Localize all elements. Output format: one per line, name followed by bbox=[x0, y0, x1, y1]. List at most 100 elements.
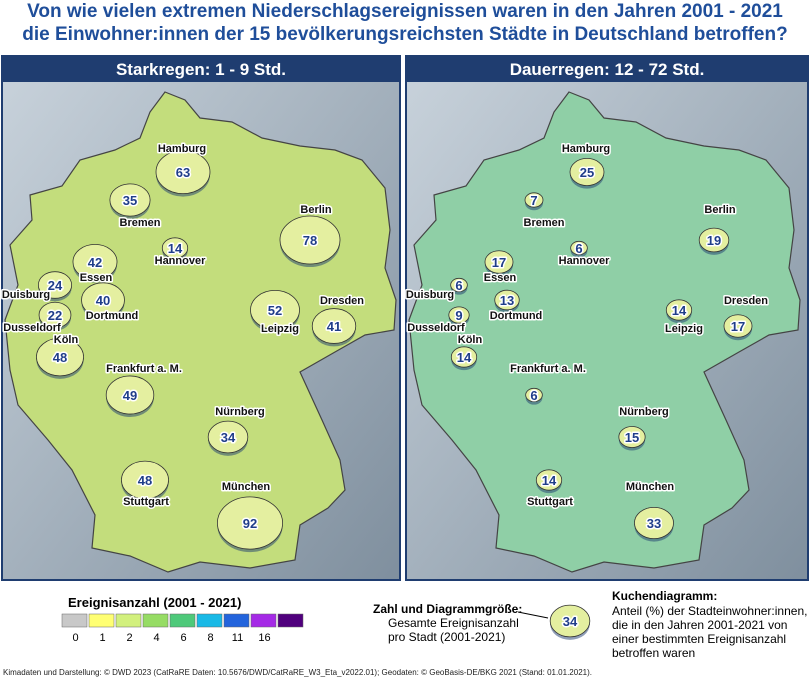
pie-text: die in den Jahren 2001-2021 von bbox=[612, 618, 787, 632]
city-count: 49 bbox=[123, 388, 137, 403]
city-count: 24 bbox=[48, 278, 63, 293]
city-count: 35 bbox=[123, 193, 137, 208]
pie-text: einer bestimmten Ereignisanzahl bbox=[612, 632, 786, 646]
city-pie bbox=[161, 237, 189, 259]
city-pie bbox=[618, 426, 646, 448]
legend-tick-label: 6 bbox=[180, 632, 186, 644]
legend-tick-label: 1 bbox=[99, 632, 105, 644]
city-count: 40 bbox=[96, 293, 110, 308]
city-name: Hannover bbox=[559, 255, 610, 267]
city-pie bbox=[36, 337, 84, 377]
legend-tick-label: 8 bbox=[207, 632, 213, 644]
legend-swatch bbox=[169, 613, 196, 628]
city-pie bbox=[450, 346, 478, 368]
city-pie bbox=[207, 420, 249, 454]
city-name: Hannover bbox=[155, 255, 206, 267]
city-name: Frankfurt a. M. bbox=[510, 363, 586, 375]
city-name: Berlin bbox=[300, 204, 331, 216]
example-count: 34 bbox=[563, 614, 578, 629]
city-count: 9 bbox=[455, 308, 462, 323]
title-line: die Einwohner:innen der 15 bevölkerungsr… bbox=[22, 24, 787, 45]
city-pie bbox=[535, 469, 563, 491]
city-pie bbox=[216, 496, 284, 550]
city-name: München bbox=[222, 481, 271, 493]
legend-tick-label: 0 bbox=[72, 632, 78, 644]
city-pie bbox=[81, 282, 125, 318]
city-name: Dusseldorf bbox=[407, 322, 465, 334]
footer: Kimadaten und Darstellung: © DWD 2023 (C… bbox=[3, 668, 592, 677]
city-pie bbox=[524, 192, 544, 208]
city-name: Dortmund bbox=[490, 310, 543, 322]
legend-tick-label: 4 bbox=[153, 632, 159, 644]
city-name: Duisburg bbox=[2, 289, 50, 301]
size-text: pro Stadt (2001-2021) bbox=[388, 630, 505, 644]
city-count: 14 bbox=[542, 473, 557, 488]
city-pie bbox=[723, 314, 753, 338]
city-count: 52 bbox=[268, 303, 282, 318]
legend-swatch bbox=[142, 613, 169, 628]
legend-swatch bbox=[250, 613, 277, 628]
city-count: 92 bbox=[243, 516, 257, 531]
city-name: Leipzig bbox=[261, 323, 299, 335]
city-count: 33 bbox=[647, 516, 661, 531]
pie-title: Kuchendiagramm: bbox=[612, 589, 717, 603]
map-panel: Starkregen: 1 - 9 Std. 63 Hamburg 35 Bremen… bbox=[0, 55, 401, 581]
city-count: 7 bbox=[530, 193, 537, 208]
legend-tick-label: 11 bbox=[232, 632, 243, 644]
city-count: 63 bbox=[176, 165, 190, 180]
city-name: Duisburg bbox=[406, 289, 454, 301]
legend: Ereignisanzahl (2001 - 2021) 0 1 2 4 6 8 11 16 bbox=[61, 595, 304, 644]
city-name: Stuttgart bbox=[123, 496, 169, 508]
city-name: Essen bbox=[80, 272, 113, 284]
city-name: Köln bbox=[458, 334, 483, 346]
city-name: Dresden bbox=[724, 295, 768, 307]
city-pie bbox=[38, 301, 72, 329]
city-name: Bremen bbox=[524, 217, 565, 229]
city-pie bbox=[105, 375, 155, 415]
city-name: Hamburg bbox=[562, 143, 610, 155]
city-pie bbox=[121, 460, 169, 500]
city-pie bbox=[665, 299, 693, 321]
city-pie bbox=[570, 240, 588, 256]
pie-text: betroffen waren bbox=[612, 646, 695, 660]
size-text: Gesamte Ereignisanzahl bbox=[388, 616, 519, 630]
city-name: Dusseldorf bbox=[3, 322, 61, 334]
city-pie bbox=[250, 289, 300, 331]
city-pie bbox=[494, 289, 520, 311]
city-count: 15 bbox=[625, 430, 639, 445]
city-pie bbox=[448, 306, 470, 324]
city-pie bbox=[634, 506, 674, 540]
city-pie bbox=[311, 308, 357, 344]
city-name: Leipzig bbox=[665, 323, 703, 335]
legend-tick-label: 2 bbox=[126, 632, 132, 644]
legend-tick-label: 16 bbox=[258, 632, 270, 644]
pie-text: Anteil (%) der Stadteinwohner:innen, bbox=[612, 604, 807, 618]
legend-title: Ereignisanzahl (2001 - 2021) bbox=[68, 595, 241, 610]
panel-title: Starkregen: 1 - 9 Std. bbox=[116, 60, 286, 79]
city-name: Dortmund bbox=[86, 310, 139, 322]
city-name: Nürnberg bbox=[215, 406, 265, 418]
explanation: Zahl und Diagrammgröße: Gesamte Ereignis… bbox=[373, 589, 807, 660]
city-name: Hamburg bbox=[158, 143, 206, 155]
city-pie bbox=[698, 227, 730, 253]
city-count: 48 bbox=[53, 350, 67, 365]
city-count: 25 bbox=[580, 165, 594, 180]
legend-swatch bbox=[61, 613, 88, 628]
city-count: 14 bbox=[457, 350, 472, 365]
city-pie bbox=[484, 250, 514, 274]
city-name: Bremen bbox=[120, 217, 161, 229]
city-pie bbox=[72, 243, 118, 281]
city-name: Dresden bbox=[320, 295, 364, 307]
city-pie bbox=[279, 215, 341, 265]
city-name: Berlin bbox=[704, 204, 735, 216]
city-count: 6 bbox=[455, 278, 462, 293]
city-name: Frankfurt a. M. bbox=[106, 363, 182, 375]
legend-swatch bbox=[277, 613, 304, 628]
city-count: 48 bbox=[138, 473, 152, 488]
size-title: Zahl und Diagrammgröße: bbox=[373, 602, 522, 616]
city-name: Nürnberg bbox=[619, 406, 669, 418]
legend-swatch bbox=[115, 613, 142, 628]
city-count: 6 bbox=[575, 241, 582, 256]
city-pie bbox=[569, 157, 605, 186]
